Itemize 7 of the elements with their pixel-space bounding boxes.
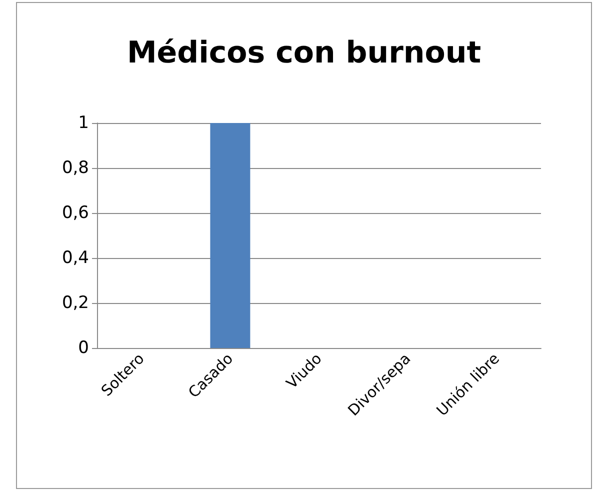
y-tick-label: 0,2 [62,293,89,313]
chart-title: Médicos con burnout [126,36,482,70]
y-tick-label: 0,4 [62,248,89,268]
y-tick-label: 0,6 [62,203,89,223]
y-tick-label: 0 [78,338,89,358]
y-tick-label: 0,8 [62,158,89,178]
y-tick-label: 1 [78,113,89,133]
